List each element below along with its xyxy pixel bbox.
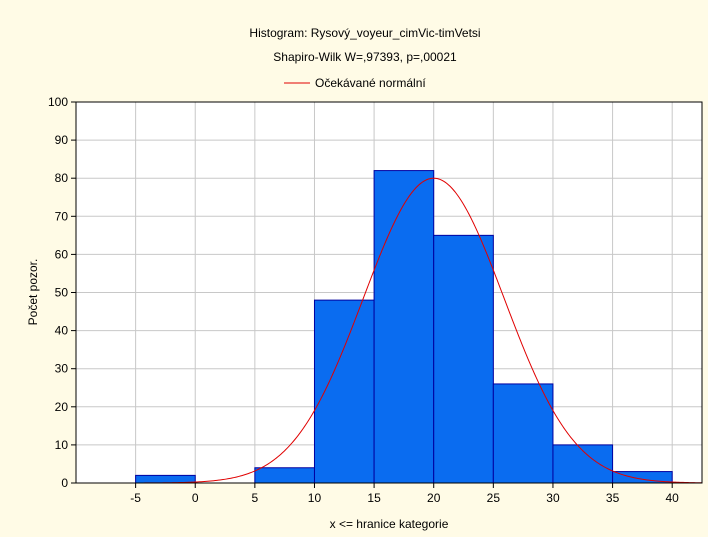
x-tick-label: 35 bbox=[606, 491, 620, 505]
y-tick-label: 0 bbox=[61, 476, 68, 490]
histogram-bar bbox=[135, 474, 196, 484]
x-axis-ticks: -5 0 5 10 15 20 25 30 35 40 bbox=[130, 483, 679, 505]
y-tick-label: 100 bbox=[48, 95, 68, 109]
y-tick-label: 40 bbox=[55, 324, 69, 338]
x-tick-label: -5 bbox=[130, 491, 141, 505]
y-axis-label: Počet pozor. bbox=[26, 259, 40, 326]
y-tick-label: 10 bbox=[55, 438, 69, 452]
x-tick-label: 20 bbox=[427, 491, 441, 505]
histogram-bars bbox=[135, 170, 673, 484]
histogram-bar bbox=[254, 467, 315, 484]
x-axis-label: x <= hranice kategorie bbox=[330, 517, 449, 531]
histogram-bar bbox=[492, 383, 554, 484]
y-tick-label: 20 bbox=[55, 400, 69, 414]
histogram-bar bbox=[433, 234, 494, 484]
y-tick-label: 90 bbox=[55, 133, 69, 147]
legend: Očekávané normální bbox=[284, 76, 426, 90]
legend-label: Očekávané normální bbox=[315, 76, 426, 90]
x-tick-label: 25 bbox=[487, 491, 501, 505]
x-tick-label: 40 bbox=[666, 491, 680, 505]
chart-subtitle: Shapiro-Wilk W=,97393, p=,00021 bbox=[273, 50, 457, 64]
y-tick-label: 80 bbox=[55, 171, 69, 185]
x-tick-label: 30 bbox=[546, 491, 560, 505]
y-axis-ticks: 0 10 20 30 40 50 60 70 80 90 100 bbox=[48, 95, 76, 490]
x-tick-label: 15 bbox=[367, 491, 381, 505]
x-tick-label: 5 bbox=[252, 491, 259, 505]
x-tick-label: 10 bbox=[308, 491, 322, 505]
histogram-bar bbox=[313, 299, 375, 484]
y-tick-label: 60 bbox=[55, 247, 69, 261]
y-tick-label: 70 bbox=[55, 209, 69, 223]
y-tick-label: 30 bbox=[55, 362, 69, 376]
histogram-bar bbox=[373, 170, 435, 484]
y-tick-label: 50 bbox=[55, 286, 69, 300]
chart-title: Histogram: Rysový_voyeur_cimVic-timVetsi bbox=[249, 26, 480, 40]
x-tick-label: 0 bbox=[192, 491, 199, 505]
